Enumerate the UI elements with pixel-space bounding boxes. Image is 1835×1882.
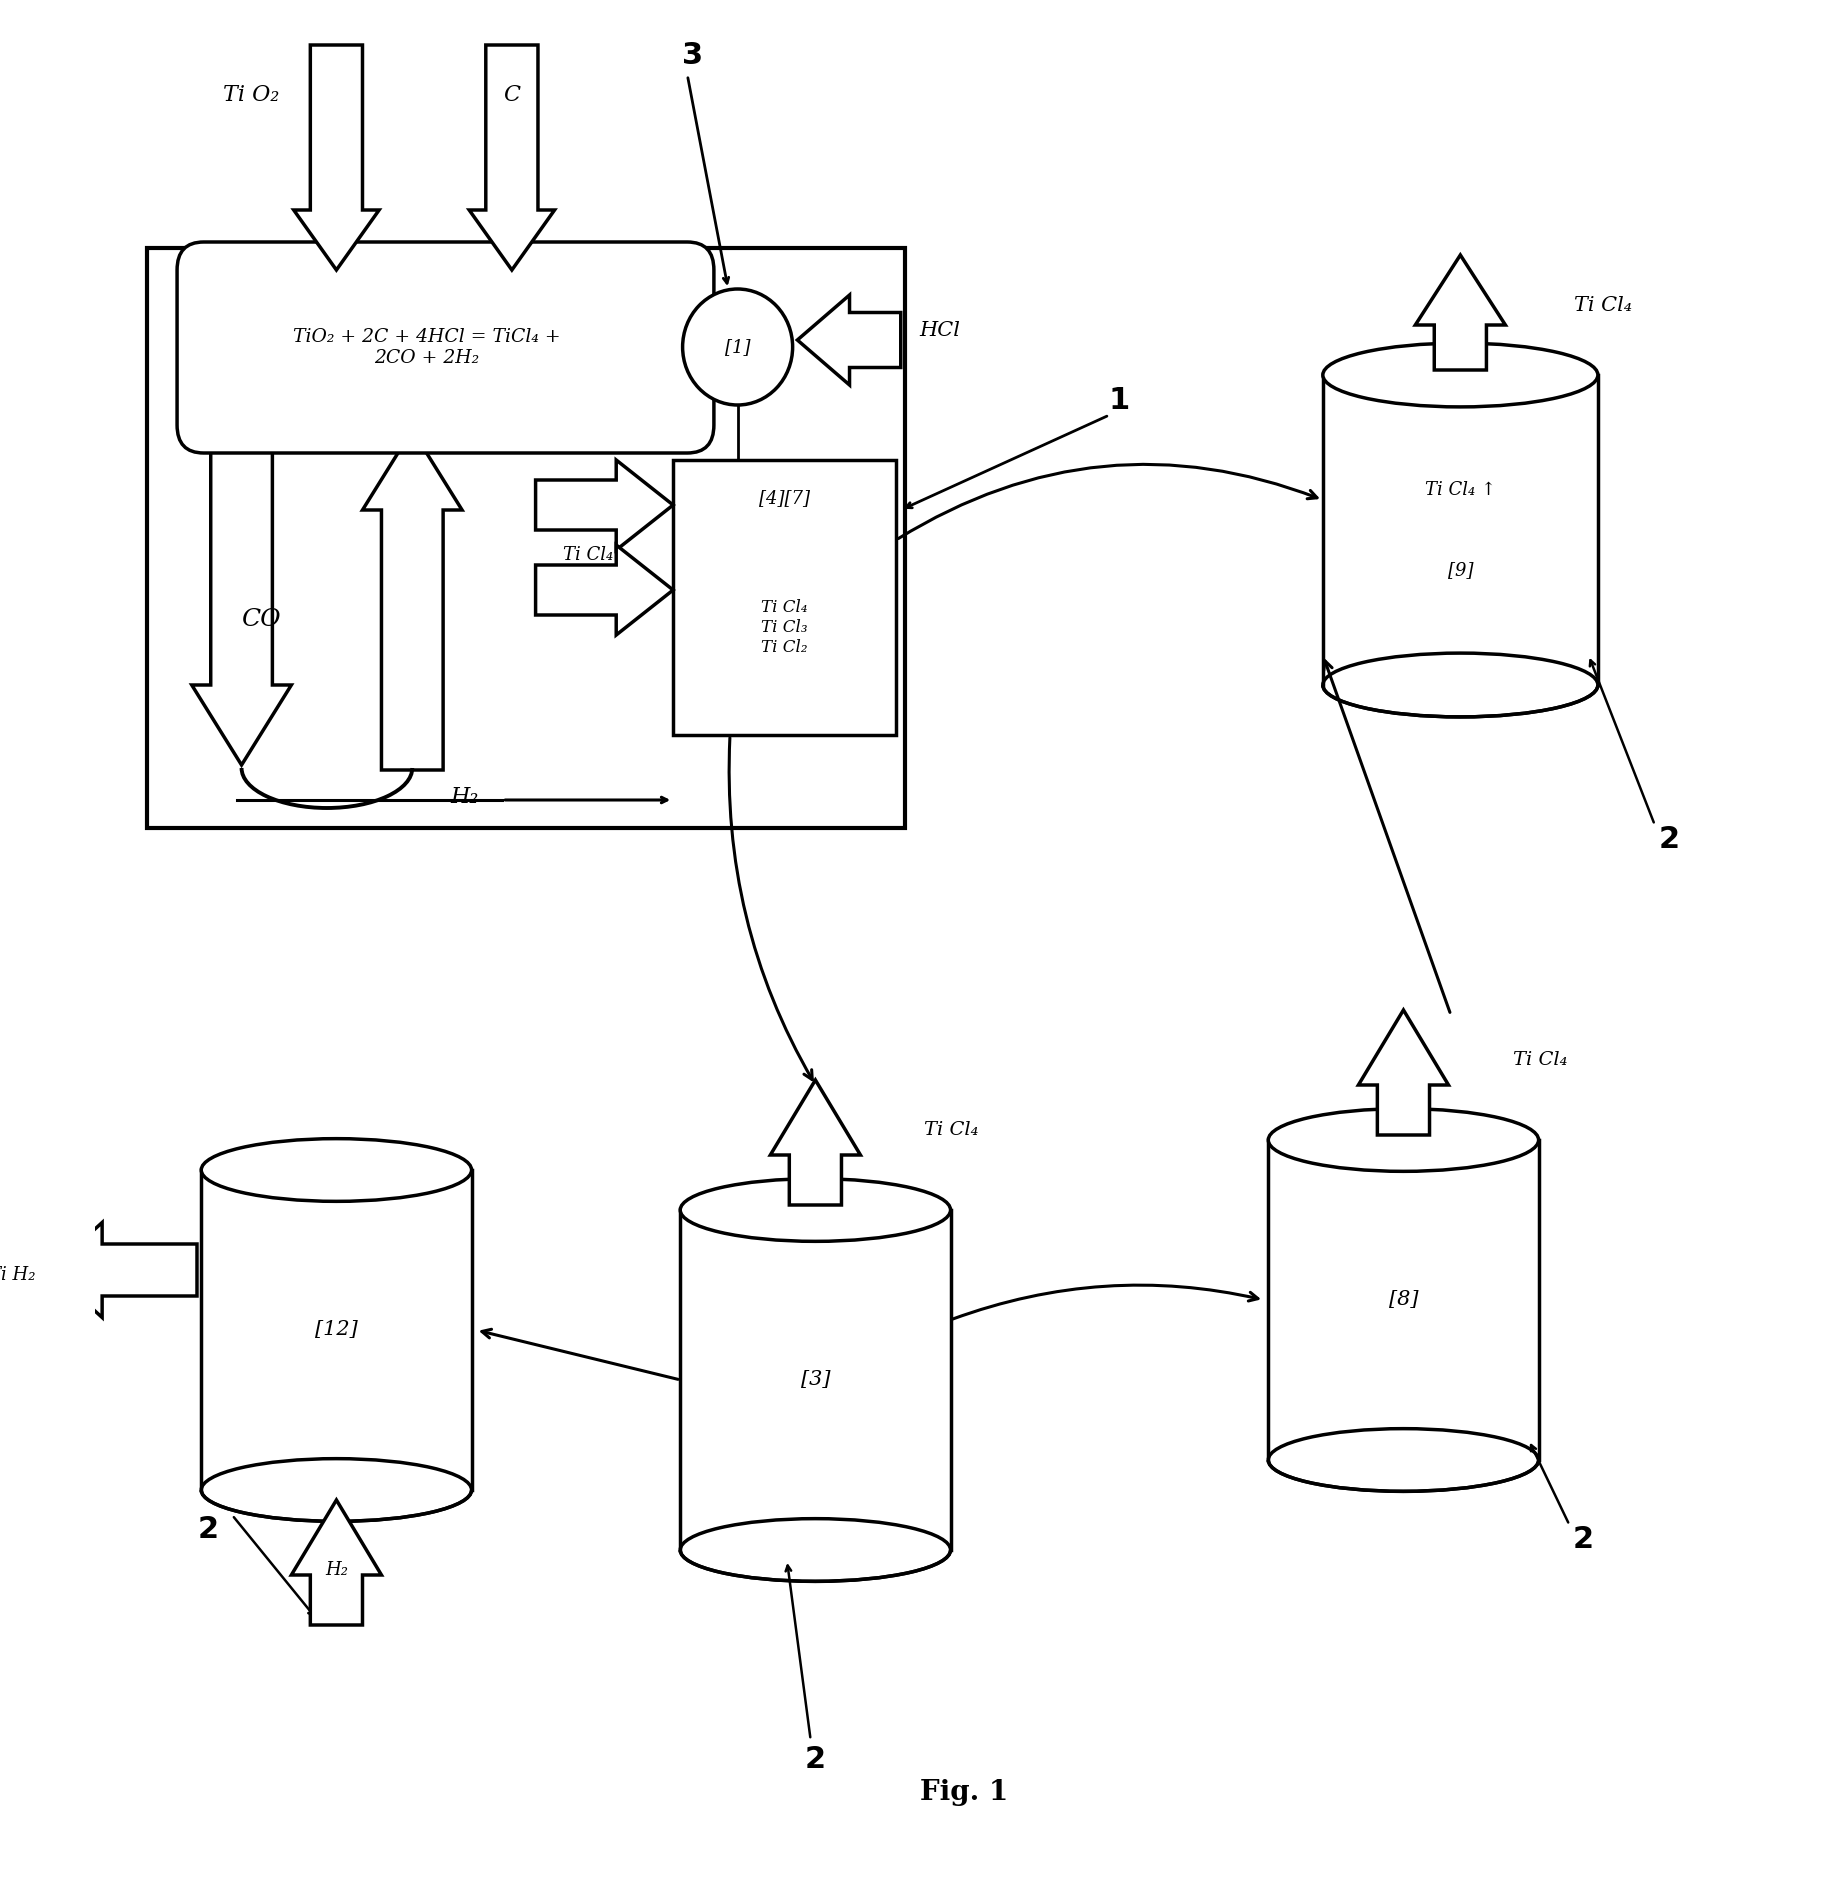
Text: [3]: [3] bbox=[800, 1370, 829, 1389]
Text: Ti Cl₄ ↑: Ti Cl₄ ↑ bbox=[1424, 482, 1496, 499]
Text: [1]: [1] bbox=[725, 339, 751, 356]
Text: Ti Cl₄: Ti Cl₄ bbox=[563, 546, 613, 565]
Ellipse shape bbox=[1323, 653, 1598, 717]
FancyBboxPatch shape bbox=[176, 243, 714, 454]
Ellipse shape bbox=[1268, 1108, 1538, 1171]
Ellipse shape bbox=[1268, 1428, 1538, 1491]
Text: 2: 2 bbox=[806, 1745, 826, 1775]
Text: C: C bbox=[503, 85, 521, 105]
Text: CO: CO bbox=[240, 608, 281, 632]
Polygon shape bbox=[1358, 1011, 1448, 1135]
Circle shape bbox=[683, 290, 793, 405]
Polygon shape bbox=[50, 1223, 196, 1317]
Ellipse shape bbox=[1323, 343, 1598, 407]
Text: Ti O₂: Ti O₂ bbox=[224, 85, 279, 105]
Polygon shape bbox=[363, 429, 462, 770]
Text: H₂: H₂ bbox=[450, 787, 479, 807]
Polygon shape bbox=[771, 1080, 861, 1204]
FancyArrowPatch shape bbox=[899, 465, 1318, 538]
Polygon shape bbox=[1268, 1140, 1538, 1460]
Text: 3: 3 bbox=[681, 41, 703, 70]
Polygon shape bbox=[798, 295, 901, 386]
Polygon shape bbox=[681, 1210, 951, 1551]
FancyBboxPatch shape bbox=[673, 459, 895, 736]
Text: 2: 2 bbox=[1573, 1526, 1595, 1555]
Text: 2: 2 bbox=[198, 1515, 218, 1545]
Polygon shape bbox=[1323, 375, 1598, 685]
Polygon shape bbox=[1415, 254, 1505, 371]
Text: Ti Cl₄: Ti Cl₄ bbox=[1512, 1050, 1567, 1069]
Ellipse shape bbox=[202, 1459, 472, 1521]
Polygon shape bbox=[470, 45, 554, 269]
Text: H₂: H₂ bbox=[325, 1560, 349, 1579]
Text: [12]: [12] bbox=[316, 1321, 358, 1340]
Text: [8]: [8] bbox=[1389, 1291, 1418, 1310]
FancyArrowPatch shape bbox=[952, 1285, 1259, 1319]
Polygon shape bbox=[292, 1500, 382, 1624]
Text: Ti Cl₄: Ti Cl₄ bbox=[925, 1122, 978, 1139]
Text: Ti Cl₄: Ti Cl₄ bbox=[1574, 295, 1633, 314]
Text: Ti H₂: Ti H₂ bbox=[0, 1267, 35, 1284]
Text: 2: 2 bbox=[1659, 826, 1679, 854]
FancyArrowPatch shape bbox=[728, 738, 813, 1080]
Ellipse shape bbox=[681, 1519, 951, 1581]
Polygon shape bbox=[536, 546, 673, 634]
Polygon shape bbox=[294, 45, 380, 269]
Ellipse shape bbox=[681, 1178, 951, 1242]
Polygon shape bbox=[202, 1171, 472, 1491]
Text: HCl: HCl bbox=[919, 320, 960, 339]
Text: TiO₂ + 2C + 4HCl = TiCl₄ +
2CO + 2H₂: TiO₂ + 2C + 4HCl = TiCl₄ + 2CO + 2H₂ bbox=[294, 327, 560, 367]
Text: Ti Cl₄
Ti Cl₃
Ti Cl₂: Ti Cl₄ Ti Cl₃ Ti Cl₂ bbox=[762, 598, 807, 655]
FancyArrowPatch shape bbox=[1323, 661, 1450, 1013]
Polygon shape bbox=[536, 459, 673, 550]
Text: [9]: [9] bbox=[1448, 561, 1474, 580]
Ellipse shape bbox=[202, 1139, 472, 1201]
Polygon shape bbox=[193, 429, 292, 764]
Text: Fig. 1: Fig. 1 bbox=[919, 1778, 1009, 1805]
Text: 1: 1 bbox=[1108, 386, 1130, 414]
Text: [4][7]: [4][7] bbox=[760, 489, 809, 506]
FancyArrowPatch shape bbox=[483, 1329, 677, 1380]
